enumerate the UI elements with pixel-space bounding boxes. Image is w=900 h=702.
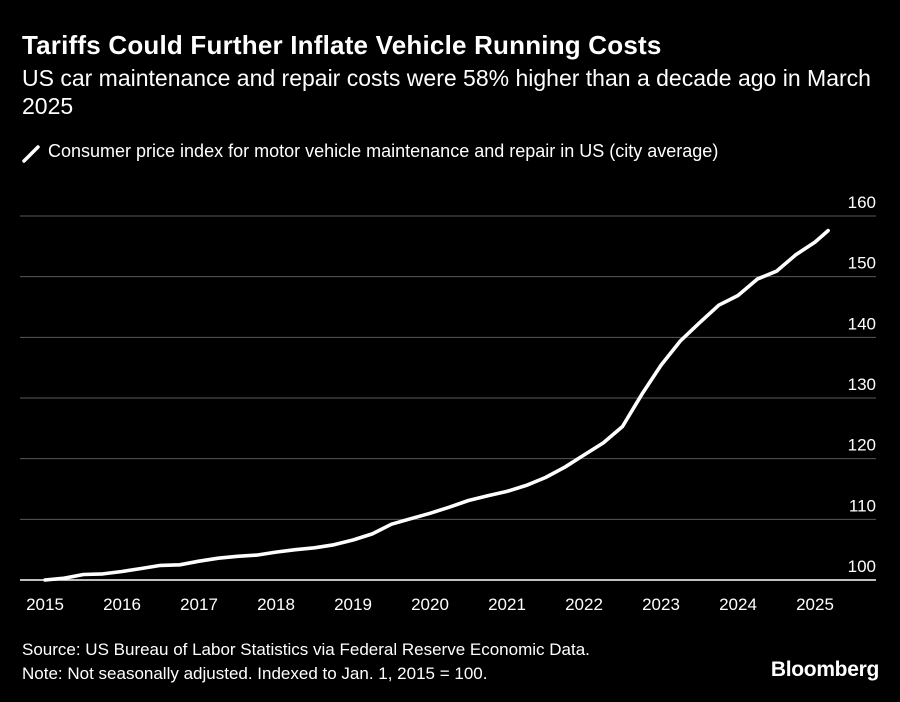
data-point — [678, 339, 682, 343]
y-tick-label: 130 — [848, 375, 876, 394]
data-point — [139, 567, 143, 570]
series-layer — [43, 228, 830, 582]
data-point — [197, 559, 201, 563]
method-note: Note: Not seasonally adjusted. Indexed t… — [22, 664, 488, 683]
data-point — [82, 573, 85, 576]
x-tick-label: 2015 — [26, 595, 64, 614]
data-point — [159, 564, 162, 567]
y-tick-label: 150 — [848, 254, 876, 273]
data-point — [524, 483, 528, 487]
data-point — [178, 563, 182, 567]
data-point — [274, 550, 278, 554]
data-point — [659, 363, 663, 367]
x-tick-label: 2023 — [642, 595, 680, 614]
data-point — [794, 253, 798, 257]
y-tick-label: 140 — [848, 314, 876, 333]
y-tick-label: 160 — [848, 193, 876, 212]
data-point — [120, 570, 124, 573]
chart-title: Tariffs Could Further Inflate Vehicle Ru… — [22, 30, 662, 60]
data-point — [390, 522, 393, 526]
data-point — [236, 554, 239, 558]
x-tick-label: 2022 — [565, 595, 603, 614]
data-point — [428, 511, 432, 515]
footer: Source: US Bureau of Labor Statistics vi… — [22, 638, 782, 686]
data-point — [601, 441, 605, 445]
data-point — [813, 240, 817, 244]
x-tick-label: 2018 — [257, 595, 295, 614]
data-point — [216, 556, 220, 560]
x-tick-label: 2016 — [103, 595, 141, 614]
y-tick-label: 100 — [848, 557, 876, 576]
data-point — [505, 490, 509, 493]
data-point — [467, 499, 470, 502]
line-series-icon — [22, 145, 40, 163]
data-point — [255, 553, 259, 557]
data-point — [621, 425, 624, 428]
data-point — [43, 578, 47, 582]
x-tick-label: 2025 — [796, 595, 834, 614]
data-point — [640, 392, 644, 396]
gridlines — [20, 215, 876, 581]
chart-subtitle: US car maintenance and repair costs were… — [22, 65, 871, 119]
y-tick-label: 120 — [848, 436, 876, 455]
source-note: Source: US Bureau of Labor Statistics vi… — [22, 640, 590, 659]
data-point — [755, 277, 759, 281]
data-point — [101, 572, 105, 576]
data-point — [409, 517, 413, 521]
y-axis-ticks: 100 110 120 130 140 150 160 — [848, 193, 876, 576]
x-tick-label: 2017 — [180, 595, 218, 614]
x-axis-ticks: 2015 2016 2017 2018 2019 2020 2021 2022 2023 2024… — [26, 595, 834, 614]
data-point — [544, 476, 547, 479]
data-point — [332, 543, 336, 547]
x-tick-label: 2021 — [488, 595, 526, 614]
data-point — [447, 505, 451, 509]
data-point — [775, 269, 778, 273]
x-tick-label: 2024 — [719, 595, 757, 614]
data-point — [826, 229, 830, 232]
series-line — [43, 228, 830, 582]
data-point — [736, 294, 740, 297]
legend: Consumer price index for motor vehicle m… — [22, 140, 802, 164]
data-point — [698, 321, 701, 325]
bloomberg-logo: Bloomberg — [770, 658, 879, 681]
data-point — [313, 546, 316, 550]
data-point — [370, 532, 374, 536]
data-point — [486, 494, 490, 498]
y-tick-label: 110 — [849, 496, 876, 515]
data-point — [62, 576, 66, 580]
data-point — [717, 303, 721, 307]
data-point — [351, 538, 355, 542]
x-tick-label: 2019 — [334, 595, 372, 614]
data-point — [293, 548, 297, 552]
legend-label: Consumer price index for motor vehicle m… — [48, 141, 719, 161]
data-point — [582, 453, 586, 457]
data-point — [563, 465, 567, 469]
x-tick-label: 2020 — [411, 595, 449, 614]
